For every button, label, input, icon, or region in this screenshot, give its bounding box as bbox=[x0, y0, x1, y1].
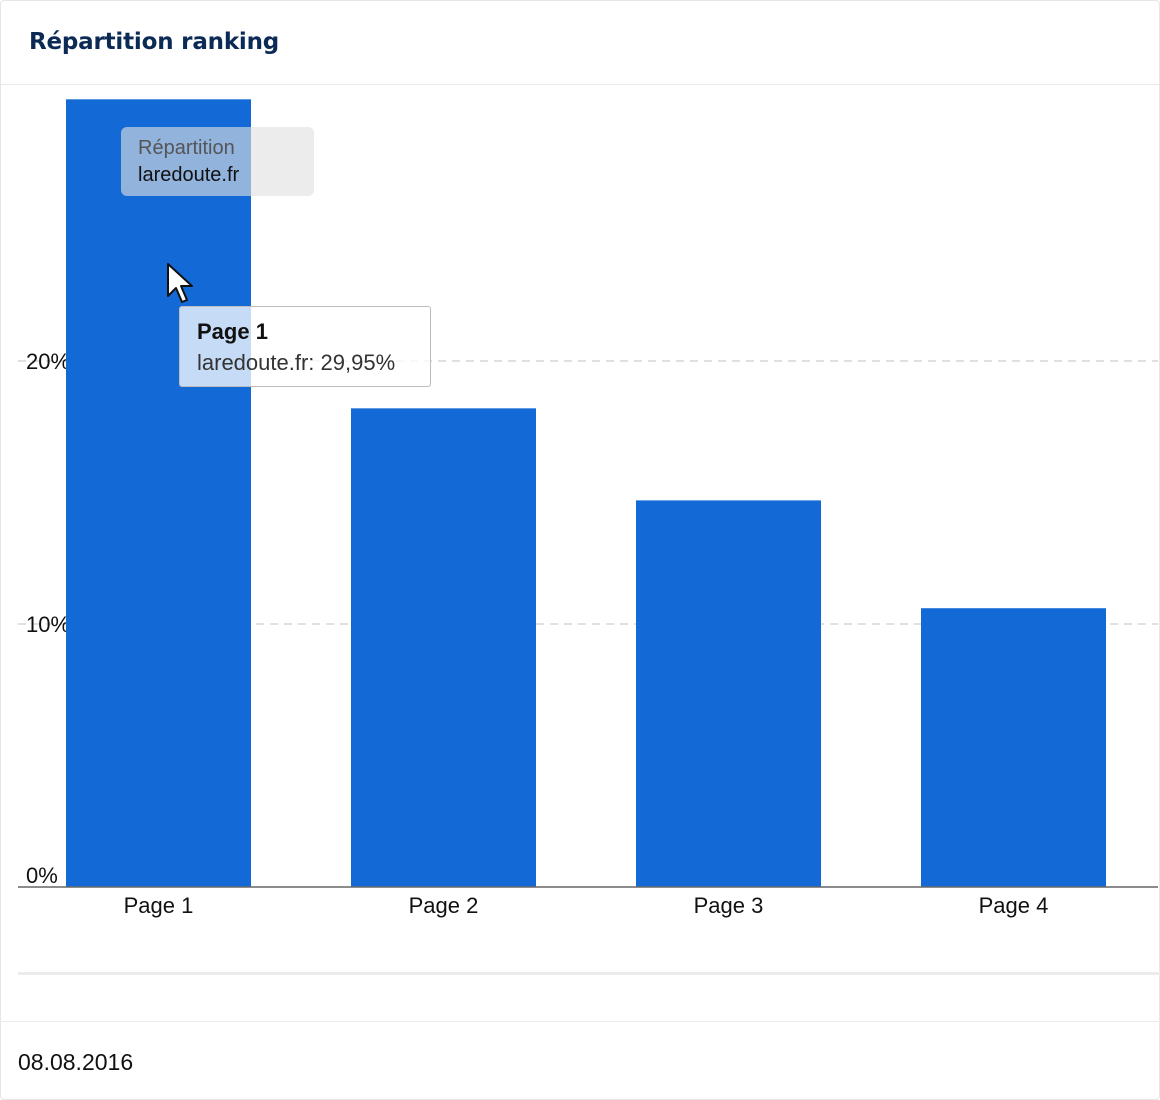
bar-chart: 0% 10% 20% Page 1 Page 2 Page 3 Page 4 bbox=[18, 99, 1158, 918]
chart-tooltip: Page 1 laredoute.fr: 29,95% bbox=[179, 306, 431, 387]
mouse-pointer-icon bbox=[167, 263, 193, 303]
bar-4[interactable] bbox=[921, 608, 1106, 887]
y-tick-label-0: 0% bbox=[26, 863, 58, 888]
x-tick-label-4: Page 4 bbox=[979, 893, 1049, 918]
card-title: Répartition ranking bbox=[29, 29, 280, 55]
y-tick-label-20: 20% bbox=[26, 349, 70, 374]
x-tick-label-2: Page 2 bbox=[409, 893, 479, 918]
bar-1[interactable] bbox=[66, 99, 251, 887]
chart-legend[interactable]: Répartition laredoute.fr bbox=[121, 127, 314, 196]
chart-separator bbox=[18, 972, 1160, 975]
bar-2[interactable] bbox=[351, 408, 536, 887]
x-tick-label-1: Page 1 bbox=[124, 893, 194, 918]
footer-divider bbox=[0, 1021, 1160, 1022]
tooltip-body: laredoute.fr: 29,95% bbox=[197, 350, 396, 375]
tooltip-title: Page 1 bbox=[197, 319, 268, 344]
footer-date: 08.08.2016 bbox=[18, 1049, 134, 1075]
y-tick-label-10: 10% bbox=[26, 612, 70, 637]
legend-item-laredoute[interactable]: laredoute.fr bbox=[138, 164, 240, 186]
card-header: Répartition ranking bbox=[1, 1, 1159, 85]
bar-3[interactable] bbox=[636, 500, 821, 887]
x-tick-label-3: Page 3 bbox=[694, 893, 764, 918]
legend-title: Répartition bbox=[138, 137, 235, 159]
